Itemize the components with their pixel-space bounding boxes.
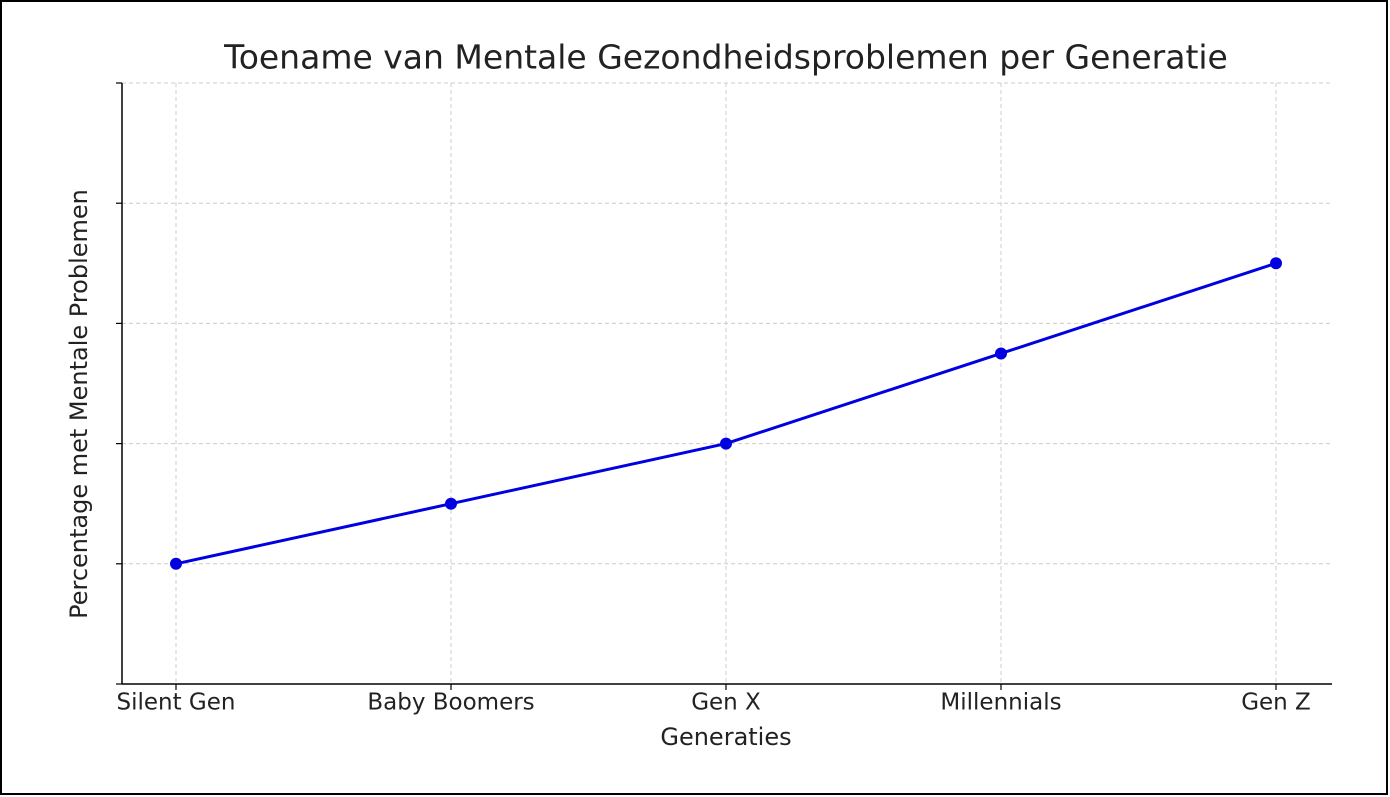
x-axis-label: Generaties: [660, 723, 791, 751]
x-tick-label: Silent Gen: [117, 690, 236, 716]
point: [720, 437, 732, 450]
x-tick-label: Gen X: [691, 690, 761, 716]
x-tick-label: Baby Boomers: [367, 690, 534, 716]
chart-title: Toename van Mentale Gezondheidsproblemen…: [223, 38, 1228, 77]
x-tick-label: Gen Z: [1241, 690, 1311, 716]
y-axis-label: Percentage met Mentale Problemen: [65, 189, 93, 619]
point: [995, 347, 1007, 360]
point: [1270, 257, 1282, 270]
point: [445, 497, 457, 510]
point: [170, 557, 182, 570]
x-tick-label: Millennials: [940, 690, 1061, 716]
